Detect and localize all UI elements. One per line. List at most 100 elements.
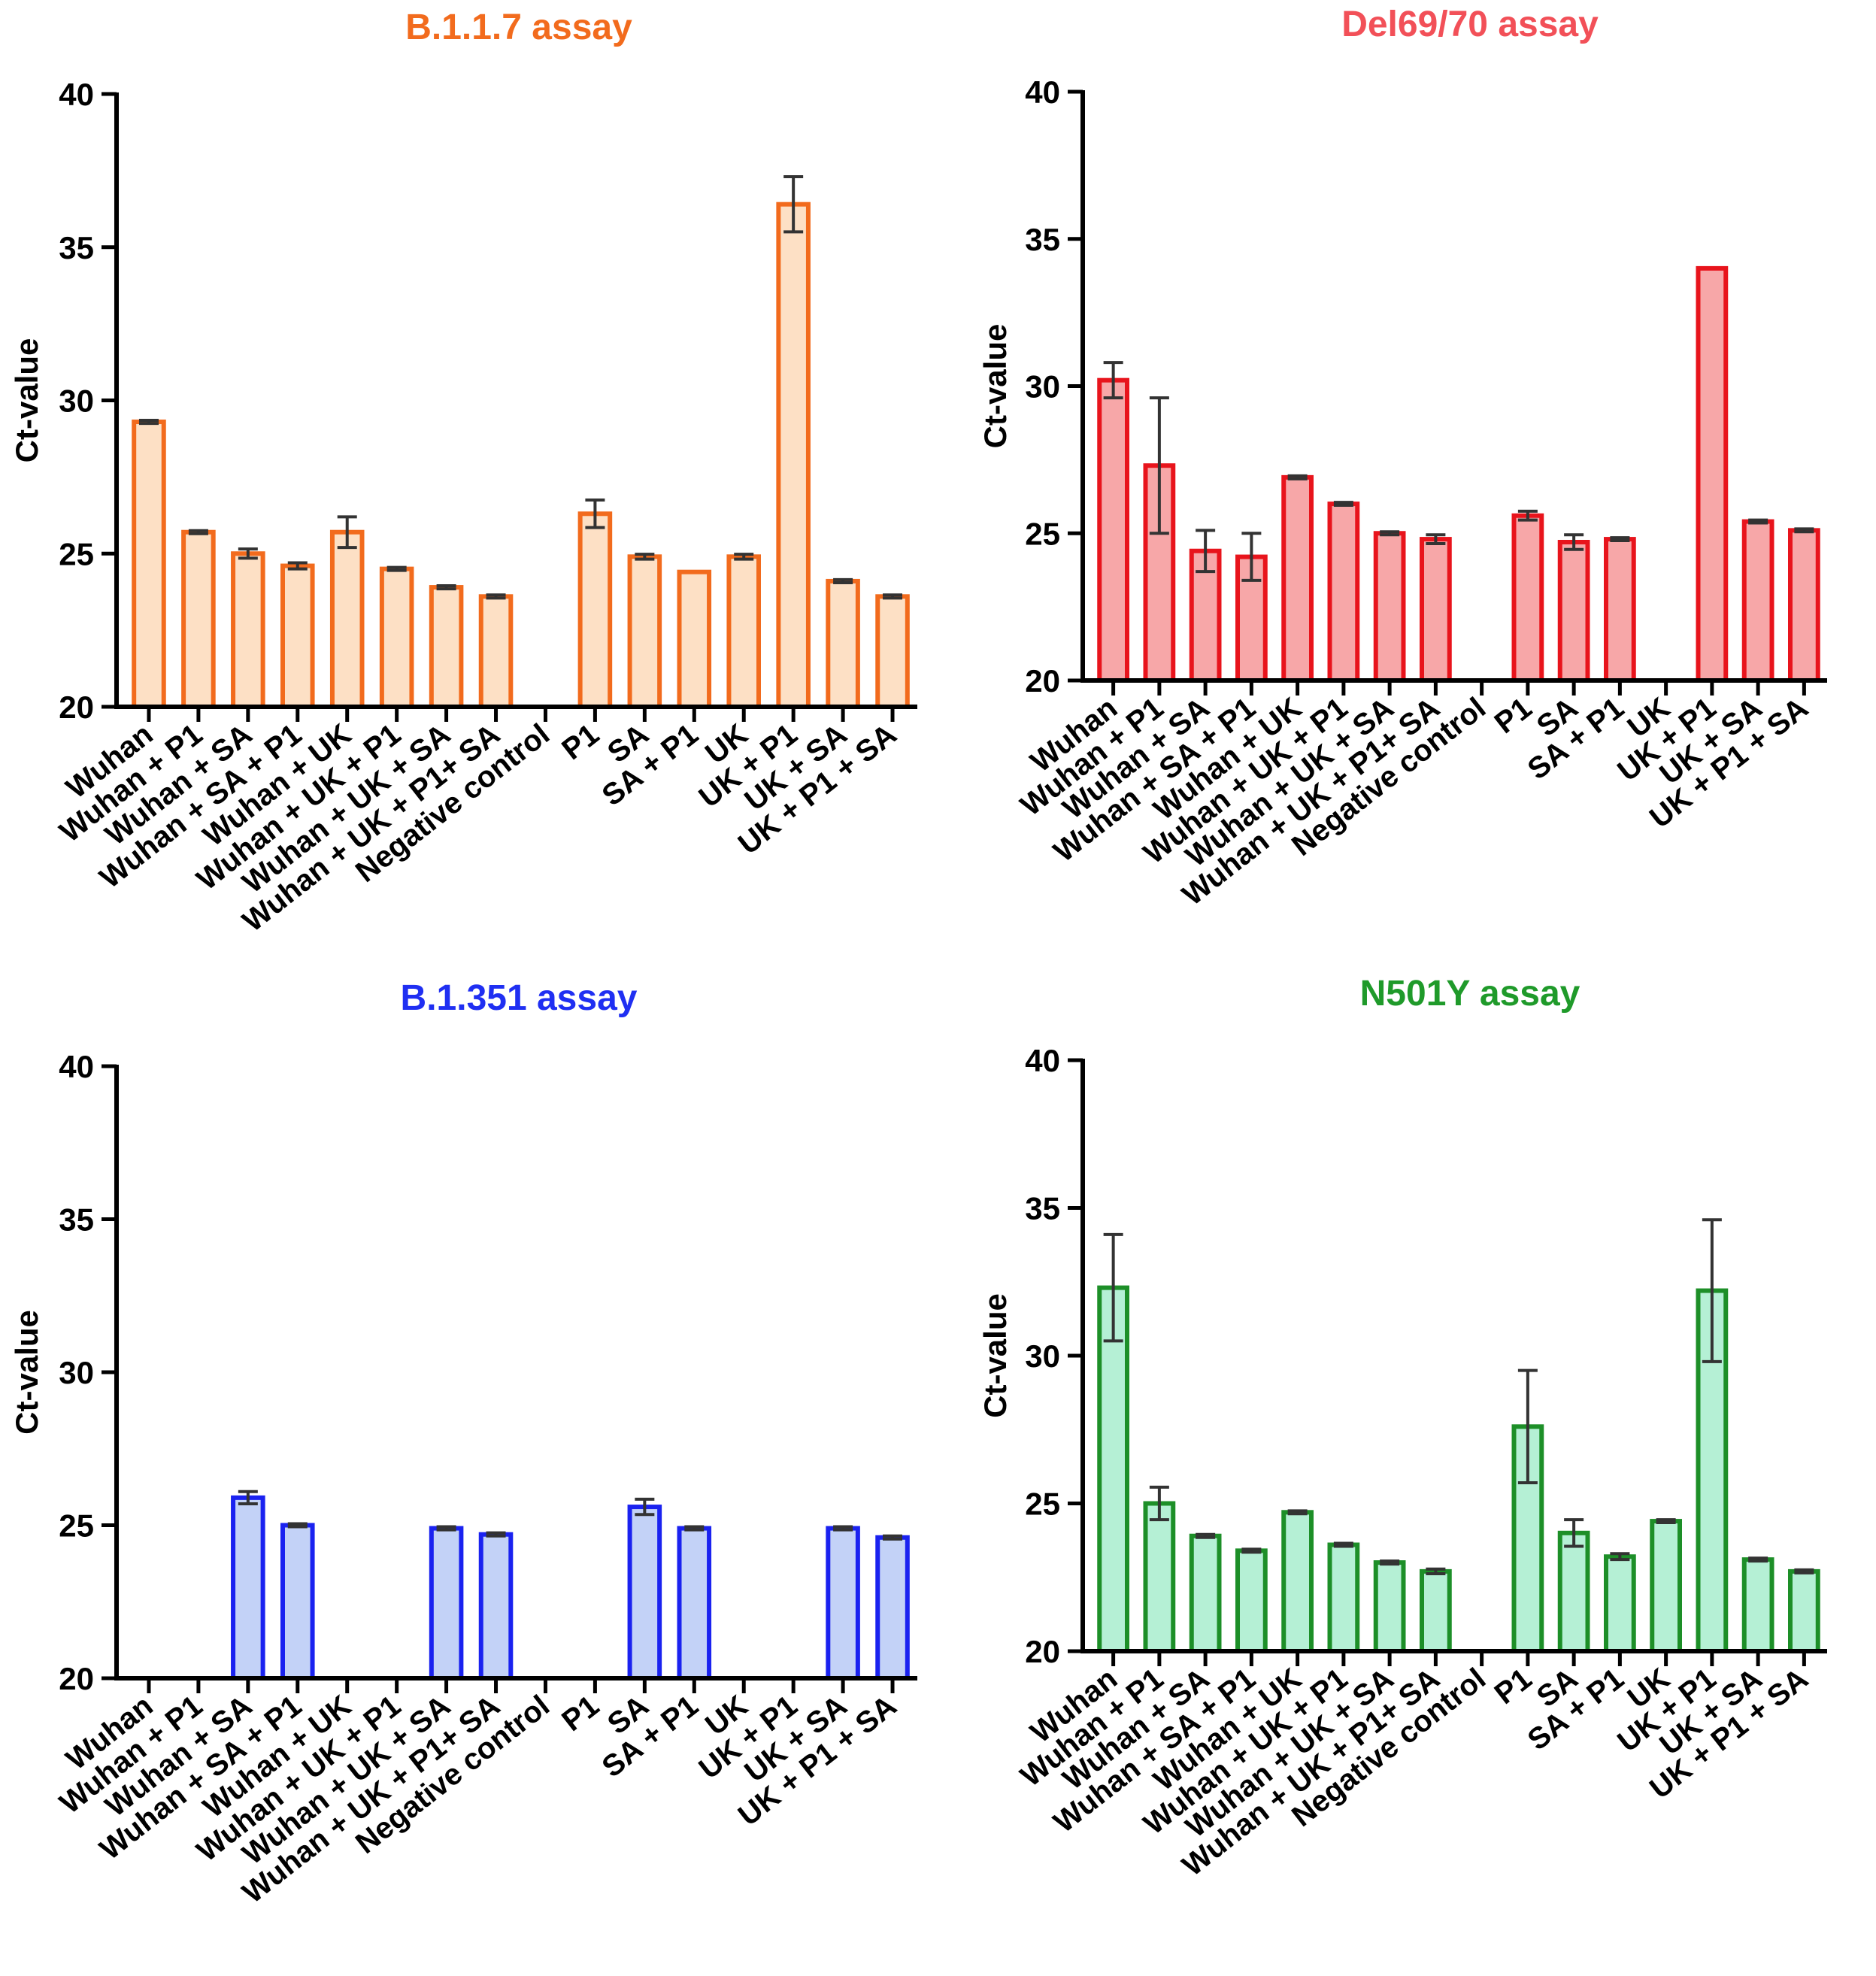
bar-wuhan-uk-sa	[429, 585, 464, 710]
bar-sa-p1	[1604, 537, 1636, 683]
bar-sa	[1557, 1530, 1590, 1654]
error-bar-wuhan-uk-p1	[1333, 501, 1353, 508]
y-axis-label: Ct-value	[9, 1310, 44, 1435]
x-tick-label-sa-p1: SA + P1	[596, 717, 705, 812]
error-bar-uk	[1656, 1518, 1676, 1525]
error-bar-wuhan-uk-p1	[386, 565, 407, 572]
error-bar-wuhan-uk-p1-sa	[486, 593, 506, 600]
error-bar-wuhan-sa	[238, 547, 258, 560]
bar-wuhan-sa	[231, 1495, 265, 1681]
error-bar-wuhan-uk-sa	[1380, 530, 1400, 537]
y-tick-label: 25	[59, 1508, 94, 1544]
bar-wuhan-uk	[329, 529, 365, 709]
bar-wuhan-sa-p1	[280, 563, 315, 709]
bar-wuhan	[132, 420, 166, 710]
error-bar-sa	[1564, 533, 1584, 551]
bar-wuhan	[1097, 377, 1129, 683]
y-tick-label: 25	[59, 536, 94, 571]
y-tick-label: 40	[59, 77, 94, 112]
x-tick-label-sa-p1: SA + P1	[596, 1689, 705, 1784]
y-axis-label: Ct-value	[977, 1293, 1013, 1418]
error-bar-sa	[635, 1497, 655, 1517]
y-tick-label: 40	[59, 1049, 94, 1084]
error-bar-sa	[635, 553, 655, 561]
chart-n501y-assay: N501Y assayCt-value2025303540WuhanWuhan …	[977, 974, 1827, 1883]
error-bar-wuhan-p1	[1149, 1485, 1169, 1522]
y-tick-label: 40	[1025, 74, 1060, 110]
x-tick-label-sa-p1: SA + P1	[1522, 691, 1630, 786]
error-bar-wuhan-uk-p1	[1333, 1541, 1353, 1548]
bar-wuhan-uk	[1281, 474, 1314, 683]
bar-uk-p1	[776, 202, 811, 709]
error-bar-p1	[1517, 1368, 1538, 1484]
error-bar-uk-sa	[1748, 1556, 1768, 1563]
bar-p1	[1511, 513, 1544, 683]
bar-uk-sa	[1741, 519, 1774, 683]
bar-wuhan-uk-p1	[379, 566, 414, 709]
error-bar-sa-p1	[684, 1525, 705, 1532]
error-bar-wuhan	[1103, 1232, 1123, 1343]
y-tick-label: 25	[1025, 1487, 1060, 1522]
chart-title: B.1.351 assay	[401, 978, 638, 1018]
y-tick-label: 30	[1025, 369, 1060, 405]
bar-sa	[627, 554, 662, 710]
error-bar-wuhan-sa-p1	[287, 1522, 308, 1529]
y-tick-label: 30	[59, 1355, 94, 1390]
bar-wuhan-uk-sa	[1373, 531, 1406, 683]
error-bar-uk-sa	[833, 1525, 853, 1532]
error-bar-p1	[1517, 509, 1538, 522]
y-tick-label: 35	[59, 230, 94, 265]
bar-uk-p1-sa	[1788, 1568, 1820, 1653]
error-bar-uk-sa	[833, 577, 853, 584]
bar-wuhan-sa	[231, 551, 265, 709]
error-bar-uk-p1-sa	[1794, 1568, 1814, 1574]
bar-sa	[1557, 539, 1590, 683]
y-axis-label: Ct-value	[977, 324, 1013, 449]
bar-wuhan-uk-p1-sa	[478, 1532, 514, 1681]
bar-sa	[627, 1505, 662, 1681]
bar-wuhan-uk-p1-sa	[1420, 537, 1452, 683]
error-bar-wuhan-sa-p1	[1241, 532, 1262, 582]
error-bar-wuhan-sa	[1196, 529, 1216, 574]
bar-uk-sa	[826, 578, 860, 709]
error-bar-uk-p1-sa	[883, 593, 903, 600]
error-bar-uk	[734, 553, 754, 561]
chart-title: N501Y assay	[1360, 974, 1581, 1014]
error-bar-sa-p1	[1610, 536, 1630, 543]
error-bar-wuhan-p1	[1149, 396, 1169, 535]
error-bar-wuhan-p1	[188, 529, 208, 535]
bar-p1	[577, 511, 613, 710]
y-tick-label: 20	[59, 689, 94, 725]
error-bar-wuhan-uk-p1-sa	[1426, 533, 1446, 545]
bar-uk	[1650, 1519, 1682, 1653]
bar-uk-p1-sa	[1788, 528, 1820, 683]
error-bar-uk-p1-sa	[1794, 527, 1814, 534]
error-bar-wuhan-sa	[238, 1490, 258, 1506]
error-bar-sa	[1564, 1518, 1584, 1548]
bar-uk-p1-sa	[875, 1535, 910, 1681]
y-tick-label: 35	[1025, 1191, 1060, 1226]
x-tick-label-p1: P1	[1489, 1662, 1538, 1711]
chart-del69-70-assay: Del69/70 assayCt-value2025303540WuhanWuh…	[977, 5, 1827, 912]
bar-wuhan-uk-p1	[1327, 1542, 1360, 1654]
y-tick-label: 35	[59, 1202, 94, 1238]
y-tick-label: 35	[1025, 222, 1060, 257]
bar-wuhan-uk-sa	[429, 1526, 464, 1681]
error-bar-wuhan-uk	[1287, 474, 1308, 480]
error-bar-wuhan	[1103, 361, 1123, 400]
bar-wuhan-uk	[1281, 1510, 1314, 1654]
chart-b-1-1-7-assay: B.1.1.7 assayCt-value2025303540WuhanWuha…	[9, 8, 917, 938]
bar-wuhan-sa-p1	[1235, 1548, 1268, 1653]
y-tick-label: 40	[1025, 1043, 1060, 1078]
error-bar-uk-p1-sa	[883, 1534, 903, 1541]
bar-sa-p1	[677, 1526, 712, 1681]
error-bar-uk-p1	[783, 175, 804, 234]
y-axis-label: Ct-value	[9, 338, 44, 463]
y-tick-label: 30	[59, 383, 94, 419]
bar-wuhan-sa	[1189, 1533, 1222, 1653]
y-tick-label: 25	[1025, 516, 1060, 551]
error-bar-wuhan-uk-p1-sa	[1426, 1567, 1446, 1576]
bar-sa-p1	[1604, 1554, 1636, 1653]
bar-wuhan-sa-p1	[280, 1523, 315, 1681]
bar-wuhan-uk-sa	[1373, 1560, 1406, 1654]
